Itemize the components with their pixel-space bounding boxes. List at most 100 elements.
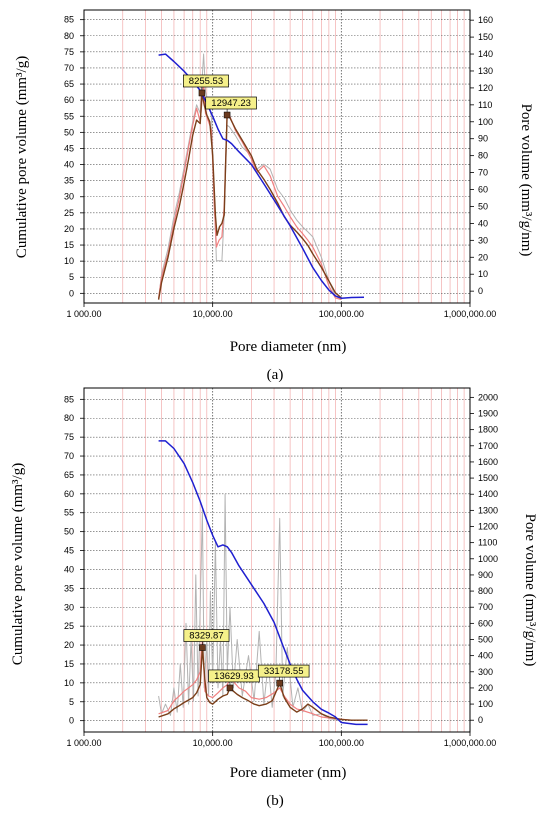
callout-box [183,629,230,642]
y-tick-label-right: 800 [478,586,493,596]
y-tick-label-right: 1600 [478,457,498,467]
y-tick-label-right: 120 [478,83,493,93]
plot-area-a: 0 5 10 15 20 25 30 35 40 45 50 55 60 65 70 75 80 85 0 10 20 3… [64,9,497,319]
callout-box [183,74,229,88]
y-tick-label-right: 90 [478,134,488,144]
y-tick-label-left: 60 [64,489,74,499]
plot-area-b: 0 5 10 15 20 25 30 35 40 45 50 55 60 65 70 75 80 85 0 100 20… [64,387,498,748]
y-tick-label-right: 30 [478,235,488,245]
y-tick-label-right: 110 [478,100,492,110]
y-tick-label-left: 70 [64,63,74,73]
peak-marker [199,644,206,651]
callout-label: 8329.87 [189,631,223,642]
panel-label-b: (b) [266,793,284,809]
y-tick-label-right: 200 [478,683,493,693]
y-tick-label-right: 700 [478,602,493,612]
y-tick-label-right: 70 [478,168,488,178]
y-tick-label-left: 60 [64,95,74,105]
y-tick-label-left: 0 [69,716,74,726]
y-tick-label-right: 10 [478,269,488,279]
peak-marker [198,89,206,97]
x-tick-label: 1 000.00 [66,738,101,748]
y-tick-label-left: 0 [69,288,74,298]
y-tick-label-left: 30 [64,192,74,202]
y-tick-label-left: 10 [64,678,74,688]
x-tick-label: 10,000.00 [193,738,233,748]
series-line-pore_volume_smooth [157,92,342,300]
y-tick-label-right: 2000 [478,392,498,402]
y-tick-label-right: 150 [478,32,493,42]
y-tick-label-left: 40 [64,160,74,170]
x-axis-title-b: Pore diameter (nm) [230,765,347,781]
x-tick-label: 10,000.00 [193,309,233,319]
y-tick-label-right: 1400 [478,489,498,499]
y-tick-label-left: 75 [64,47,74,57]
y-tick-label-left: 85 [64,15,74,25]
y-tick-label-right: 500 [478,635,493,645]
y-tick-label-left: 20 [64,224,74,234]
y-tick-label-right: 300 [478,667,493,677]
y-tick-label-right: 160 [478,15,493,25]
x-tick-label: 100,000.00 [319,738,364,748]
y-tick-label-left: 30 [64,602,74,612]
y-axis-title-left-a: Cumulative pore volume (mm³/g) [14,56,30,258]
y-tick-label-right: 20 [478,252,488,262]
y-tick-label-left: 10 [64,256,74,266]
y-tick-label-left: 65 [64,79,74,89]
series-line-pore_volume_raw [158,53,342,301]
y-tick-label-right: 1300 [478,505,498,515]
y-tick-label-right: 400 [478,651,493,661]
y-tick-label-right: 1700 [478,441,498,451]
peak-marker [226,684,234,692]
y-tick-label-left: 35 [64,583,74,593]
y-tick-label-left: 25 [64,621,74,631]
y-tick-label-left: 15 [64,659,74,669]
y-tick-label-left: 45 [64,143,74,153]
panel-label-a: (a) [267,367,284,383]
y-axis-title-right-b: Pore volume (mm³/g/nm) [522,514,538,667]
x-tick-label: 100,000.00 [319,309,364,319]
y-tick-label-right: 1800 [478,425,498,435]
y-tick-label-right: 1200 [478,522,498,532]
y-tick-label-left: 35 [64,176,74,186]
y-tick-label-right: 80 [478,151,488,161]
y-tick-label-left: 80 [64,413,74,423]
panel-a: 0 5 10 15 20 25 30 35 40 45 50 55 60 65 70 75 80 85 0 10 20 3… [14,9,534,383]
y-tick-label-right: 140 [478,49,493,59]
y-tick-label-right: 600 [478,618,493,628]
y-tick-label-right: 100 [478,699,493,709]
callout-box [205,96,257,110]
y-tick-label-right: 50 [478,201,488,211]
y-tick-label-right: 1900 [478,409,498,419]
callout-label: 13629.93 [214,671,254,682]
y-tick-label-right: 1100 [478,538,497,548]
x-tick-label: 1 000.00 [66,309,101,319]
y-tick-label-right: 40 [478,218,488,228]
y-tick-label-left: 20 [64,640,74,650]
x-tick-label: 1,000,000.00 [444,738,497,748]
y-tick-label-right: 0 [478,715,483,725]
y-tick-label-right: 1500 [478,473,498,483]
callout-label: 33178.55 [264,666,304,677]
y-tick-label-right: 0 [478,286,483,296]
y-tick-label-right: 130 [478,66,493,76]
y-tick-label-left: 25 [64,208,74,218]
x-axis-title-a: Pore diameter (nm) [230,339,347,355]
plot-frame [83,9,471,304]
y-tick-label-left: 50 [64,127,74,137]
callout-label: 8255.53 [189,76,223,87]
y-tick-label-left: 80 [64,31,74,41]
series-line-cumulative [158,440,368,726]
y-tick-label-left: 70 [64,451,74,461]
y-tick-label-right: 100 [478,117,493,127]
y-tick-label-left: 50 [64,527,74,537]
y-tick-label-right: 60 [478,185,488,195]
y-tick-label-left: 5 [69,272,74,282]
y-tick-label-left: 55 [64,508,74,518]
y-tick-label-right: 1000 [478,554,498,564]
y-tick-label-left: 5 [69,697,74,707]
y-tick-label-right: 900 [478,570,493,580]
series-line-pore_volume_smooth [158,646,368,721]
x-tick-label: 1,000,000.00 [444,309,497,319]
